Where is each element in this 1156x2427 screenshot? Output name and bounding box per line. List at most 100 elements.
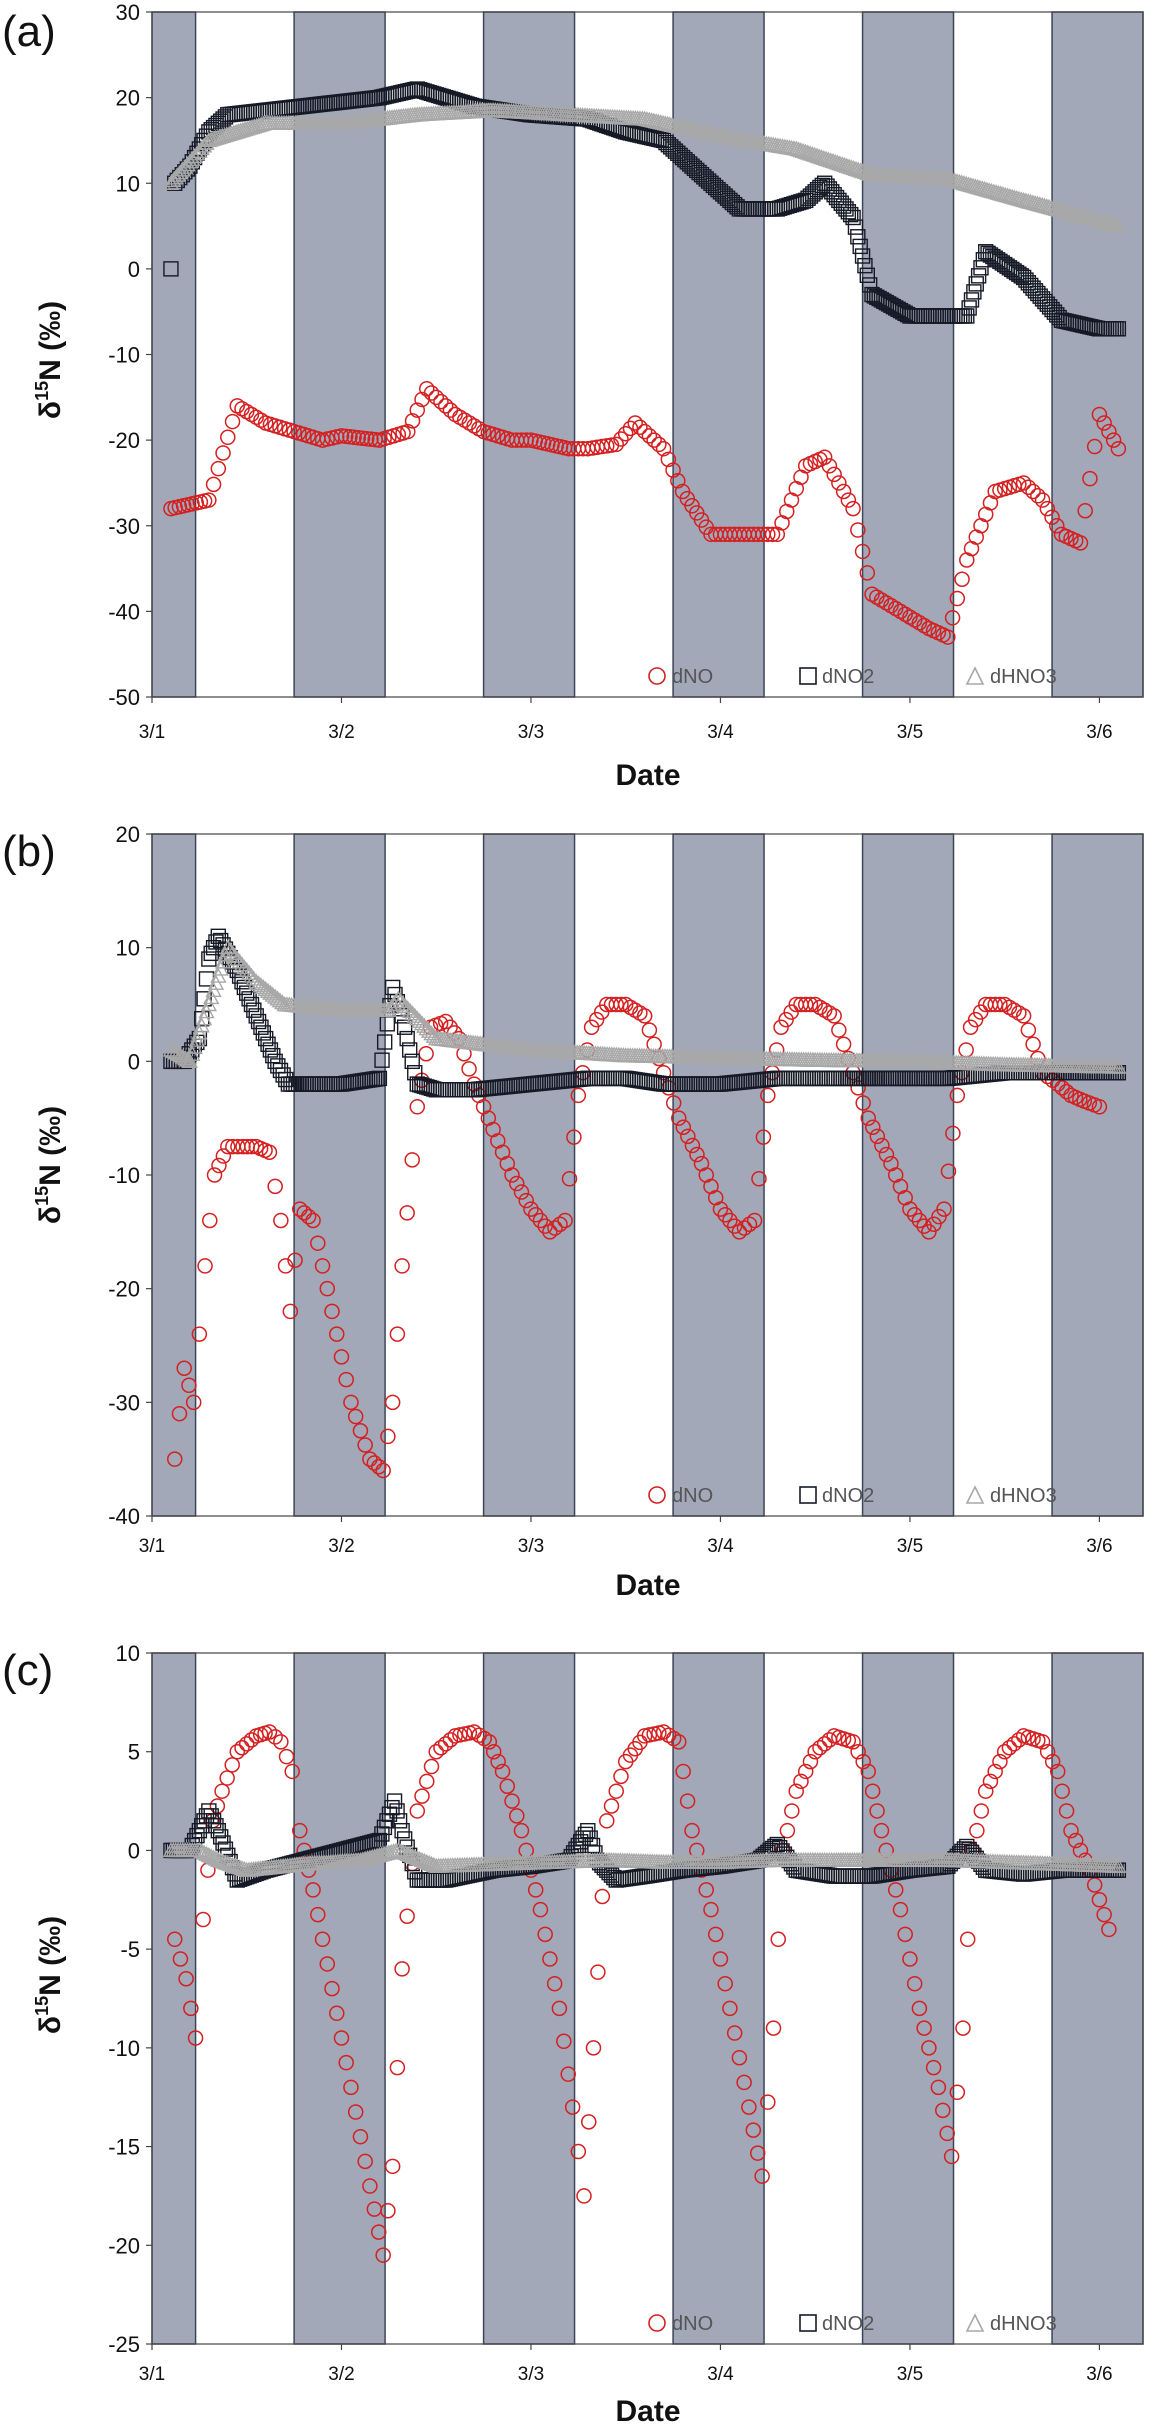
- night-band-6: [1051, 833, 1144, 1517]
- point-dNO: [352, 1423, 369, 1439]
- point-dNO: [845, 1734, 861, 1750]
- point-dNO: [305, 1212, 321, 1229]
- point-dNO: [389, 1326, 406, 1342]
- point-dNO: [679, 1793, 696, 1809]
- point-dNO2: [265, 1047, 281, 1064]
- point-dNO: [608, 1783, 624, 1799]
- point-dNO: [166, 1931, 183, 1948]
- point-dNO: [665, 1095, 682, 1111]
- x-tick-label: 3/5: [897, 722, 923, 743]
- point-dNO: [220, 429, 236, 446]
- point-dNO: [797, 996, 814, 1013]
- y-tick-label: -5: [120, 1937, 140, 1962]
- point-dNO: [760, 2094, 776, 2110]
- point-dNO: [191, 1326, 208, 1342]
- point-dNO: [613, 996, 629, 1013]
- point-dHNO3: [1110, 217, 1127, 233]
- point-dHNO3: [836, 156, 853, 173]
- point-dNO: [423, 385, 440, 401]
- point-dNO: [172, 1951, 189, 1967]
- point-dNO: [499, 1778, 516, 1795]
- point-dHNO3: [214, 1853, 232, 1869]
- point-dNO: [333, 1349, 350, 1365]
- point-dNO: [816, 449, 833, 465]
- point-dHNO3: [243, 967, 260, 983]
- point-dHNO3: [193, 139, 210, 156]
- point-dNO2: [404, 1053, 420, 1070]
- x-tick-label: 3/1: [139, 2364, 165, 2385]
- point-dNO: [617, 425, 634, 442]
- point-dNO: [556, 2033, 572, 2050]
- point-dNO: [547, 1220, 563, 1236]
- point-dNO: [375, 1462, 391, 1479]
- point-dNO: [219, 1770, 235, 1786]
- point-dNO: [338, 2054, 354, 2071]
- point-dHNO3: [801, 145, 819, 161]
- point-dNO: [551, 2000, 568, 2017]
- point-dNO: [546, 1975, 563, 1992]
- point-dNO: [1054, 1080, 1070, 1096]
- y-tick-label: -20: [108, 1277, 140, 1302]
- point-dNO: [684, 1822, 700, 1839]
- legend-c: dNO dNO2 dHNO3: [648, 2313, 1057, 2335]
- point-dNO: [461, 1061, 477, 1077]
- night-band-6: [1051, 1652, 1144, 2345]
- point-dNO: [717, 1207, 733, 1223]
- point-dNO: [850, 522, 866, 538]
- point-dNO: [802, 1753, 819, 1770]
- point-dNO: [749, 2145, 766, 2161]
- point-dNO: [319, 1956, 336, 1972]
- point-dHNO3: [165, 172, 182, 188]
- night-band-4: [672, 1652, 765, 2345]
- panel-c: (c) -25 -20 -15 -10 -5 0 5 10 3/1 3/2 3/3 3/4 3/5 3/6…: [2, 1641, 1144, 2427]
- point-dNO: [485, 1743, 502, 1760]
- point-dHNO3: [229, 950, 246, 966]
- series-dNO: [163, 381, 1127, 645]
- point-dNO: [343, 2079, 359, 2096]
- point-dNO: [243, 1732, 260, 1748]
- point-dNO: [518, 1192, 534, 1209]
- panel-label-a: (a): [2, 7, 56, 56]
- point-dNO: [328, 2005, 345, 2022]
- x-tick-label: 3/6: [1086, 1536, 1112, 1557]
- point-dNO: [935, 2102, 951, 2119]
- y-axis-label-b: δ15N (‰): [32, 1106, 67, 1224]
- point-dNO: [646, 432, 662, 448]
- point-dHNO3: [1110, 1058, 1127, 1074]
- point-dNO: [583, 1019, 600, 1035]
- point-dHNO3: [212, 1852, 229, 1868]
- night-band-2: [293, 11, 386, 698]
- y-tick-label: 10: [116, 1641, 140, 1666]
- y-tick-label: 0: [128, 1049, 140, 1074]
- point-dNO: [1110, 440, 1127, 457]
- point-dNO: [972, 1004, 989, 1020]
- point-dNO: [337, 428, 354, 445]
- point-dHNO3: [815, 149, 832, 166]
- point-dNO: [987, 996, 1003, 1013]
- point-dHNO3: [195, 1844, 213, 1860]
- point-dNO2: [374, 1052, 390, 1068]
- y-tick-label: -30: [108, 1390, 140, 1415]
- point-dNO: [1086, 438, 1103, 455]
- legend-label-dNO: dNO: [672, 2313, 713, 2335]
- point-dNO: [437, 1736, 454, 1752]
- point-dNO: [865, 1119, 881, 1136]
- point-dNO2: [272, 1062, 289, 1079]
- point-dHNO3: [418, 1853, 435, 1869]
- point-dNO: [261, 1724, 278, 1740]
- point-dHNO3: [226, 1857, 244, 1873]
- point-dNO: [613, 1768, 629, 1785]
- point-dNO: [166, 1451, 183, 1467]
- point-dHNO3: [200, 1846, 218, 1863]
- point-dNO2: [203, 1808, 219, 1824]
- point-dNO: [949, 2084, 966, 2101]
- point-dHNO3: [380, 1001, 398, 1017]
- point-dNO: [181, 1377, 197, 1394]
- point-dNO: [1030, 488, 1046, 504]
- y-tick-label: 0: [128, 257, 140, 282]
- point-dNO: [726, 2025, 743, 2041]
- point-dHNO3: [240, 964, 258, 980]
- panel-label-c: (c): [2, 1646, 53, 1695]
- point-dNO: [171, 1405, 188, 1422]
- panel-a: (a) -50 -40 -30 -20 -10 0 10 20 30 3/1 3/2 3/3 3/4 3/…: [2, 0, 1144, 792]
